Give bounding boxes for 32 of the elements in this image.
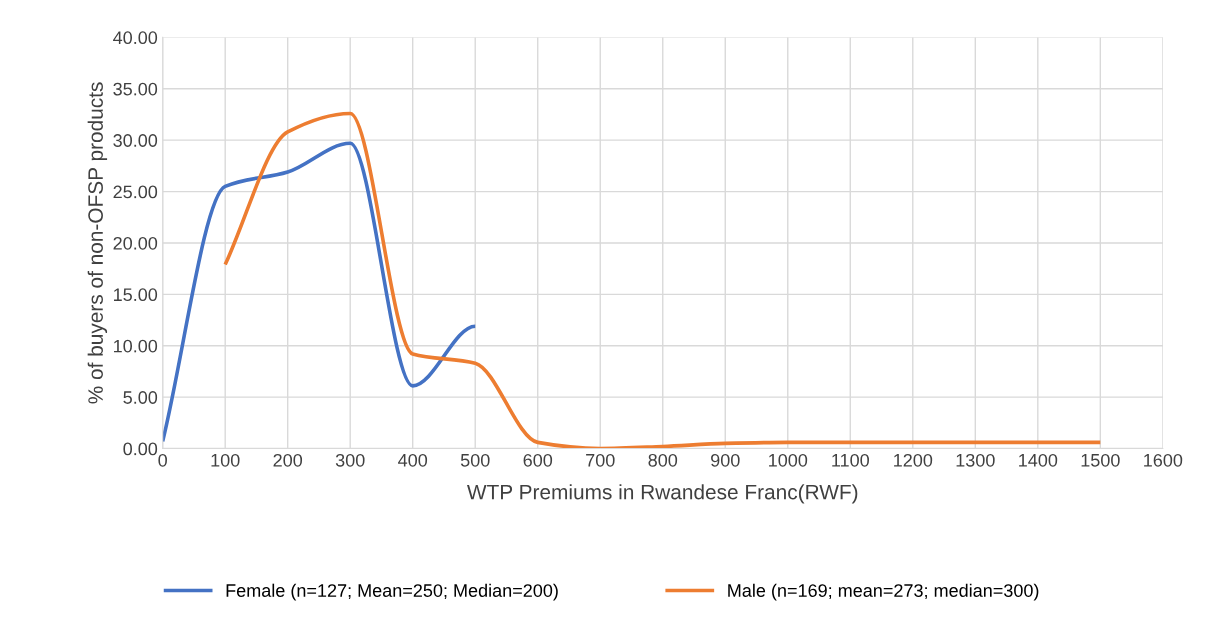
y-tick-label: 5.00 [123,391,158,404]
y-tick-label: 10.00 [114,339,158,353]
y-tick-label: 25.00 [113,185,158,199]
y-tick-label: 30.00 [113,134,158,147]
x-tick-label: 1500 [1081,453,1120,467]
y-tick-label: 20.00 [113,236,158,250]
legend-label: Female (n=127; Mean=250; Median=200) [226,583,558,601]
line-series [162,141,478,444]
x-tick-label: 0 [158,453,167,467]
x-tick-label: 1400 [1019,453,1058,467]
y-tick-label: 40.00 [113,31,158,45]
x-tick-label: 800 [648,453,678,467]
x-tick-label: 900 [711,453,740,467]
y-tick-label: 0.00 [123,442,158,456]
x-tick-label: 100 [211,453,240,467]
legend-label: Male (n=169; mean=273; median=300) [728,583,1039,601]
y-axis-title: % of buyers of non-OFSP products [87,82,108,404]
x-tick-label: 300 [335,453,365,467]
y-tick-label: 15.00 [114,288,158,302]
x-axis-title: WTP Premiums in Rwandese Franc(RWF) [467,484,858,504]
line-series [223,111,1103,449]
x-tick-label: 1300 [956,453,995,467]
y-tick-label: 35.00 [113,82,158,96]
x-tick-label: 1200 [894,453,933,467]
x-tick-label: 700 [586,453,615,467]
x-tick-label: 1600 [1144,453,1183,467]
x-tick-label: 500 [460,453,490,467]
x-tick-label: 600 [523,453,553,467]
x-tick-label: 400 [398,453,428,467]
x-tick-label: 1000 [769,453,808,467]
x-tick-label: 200 [273,453,303,467]
x-tick-label: 1100 [832,453,869,467]
